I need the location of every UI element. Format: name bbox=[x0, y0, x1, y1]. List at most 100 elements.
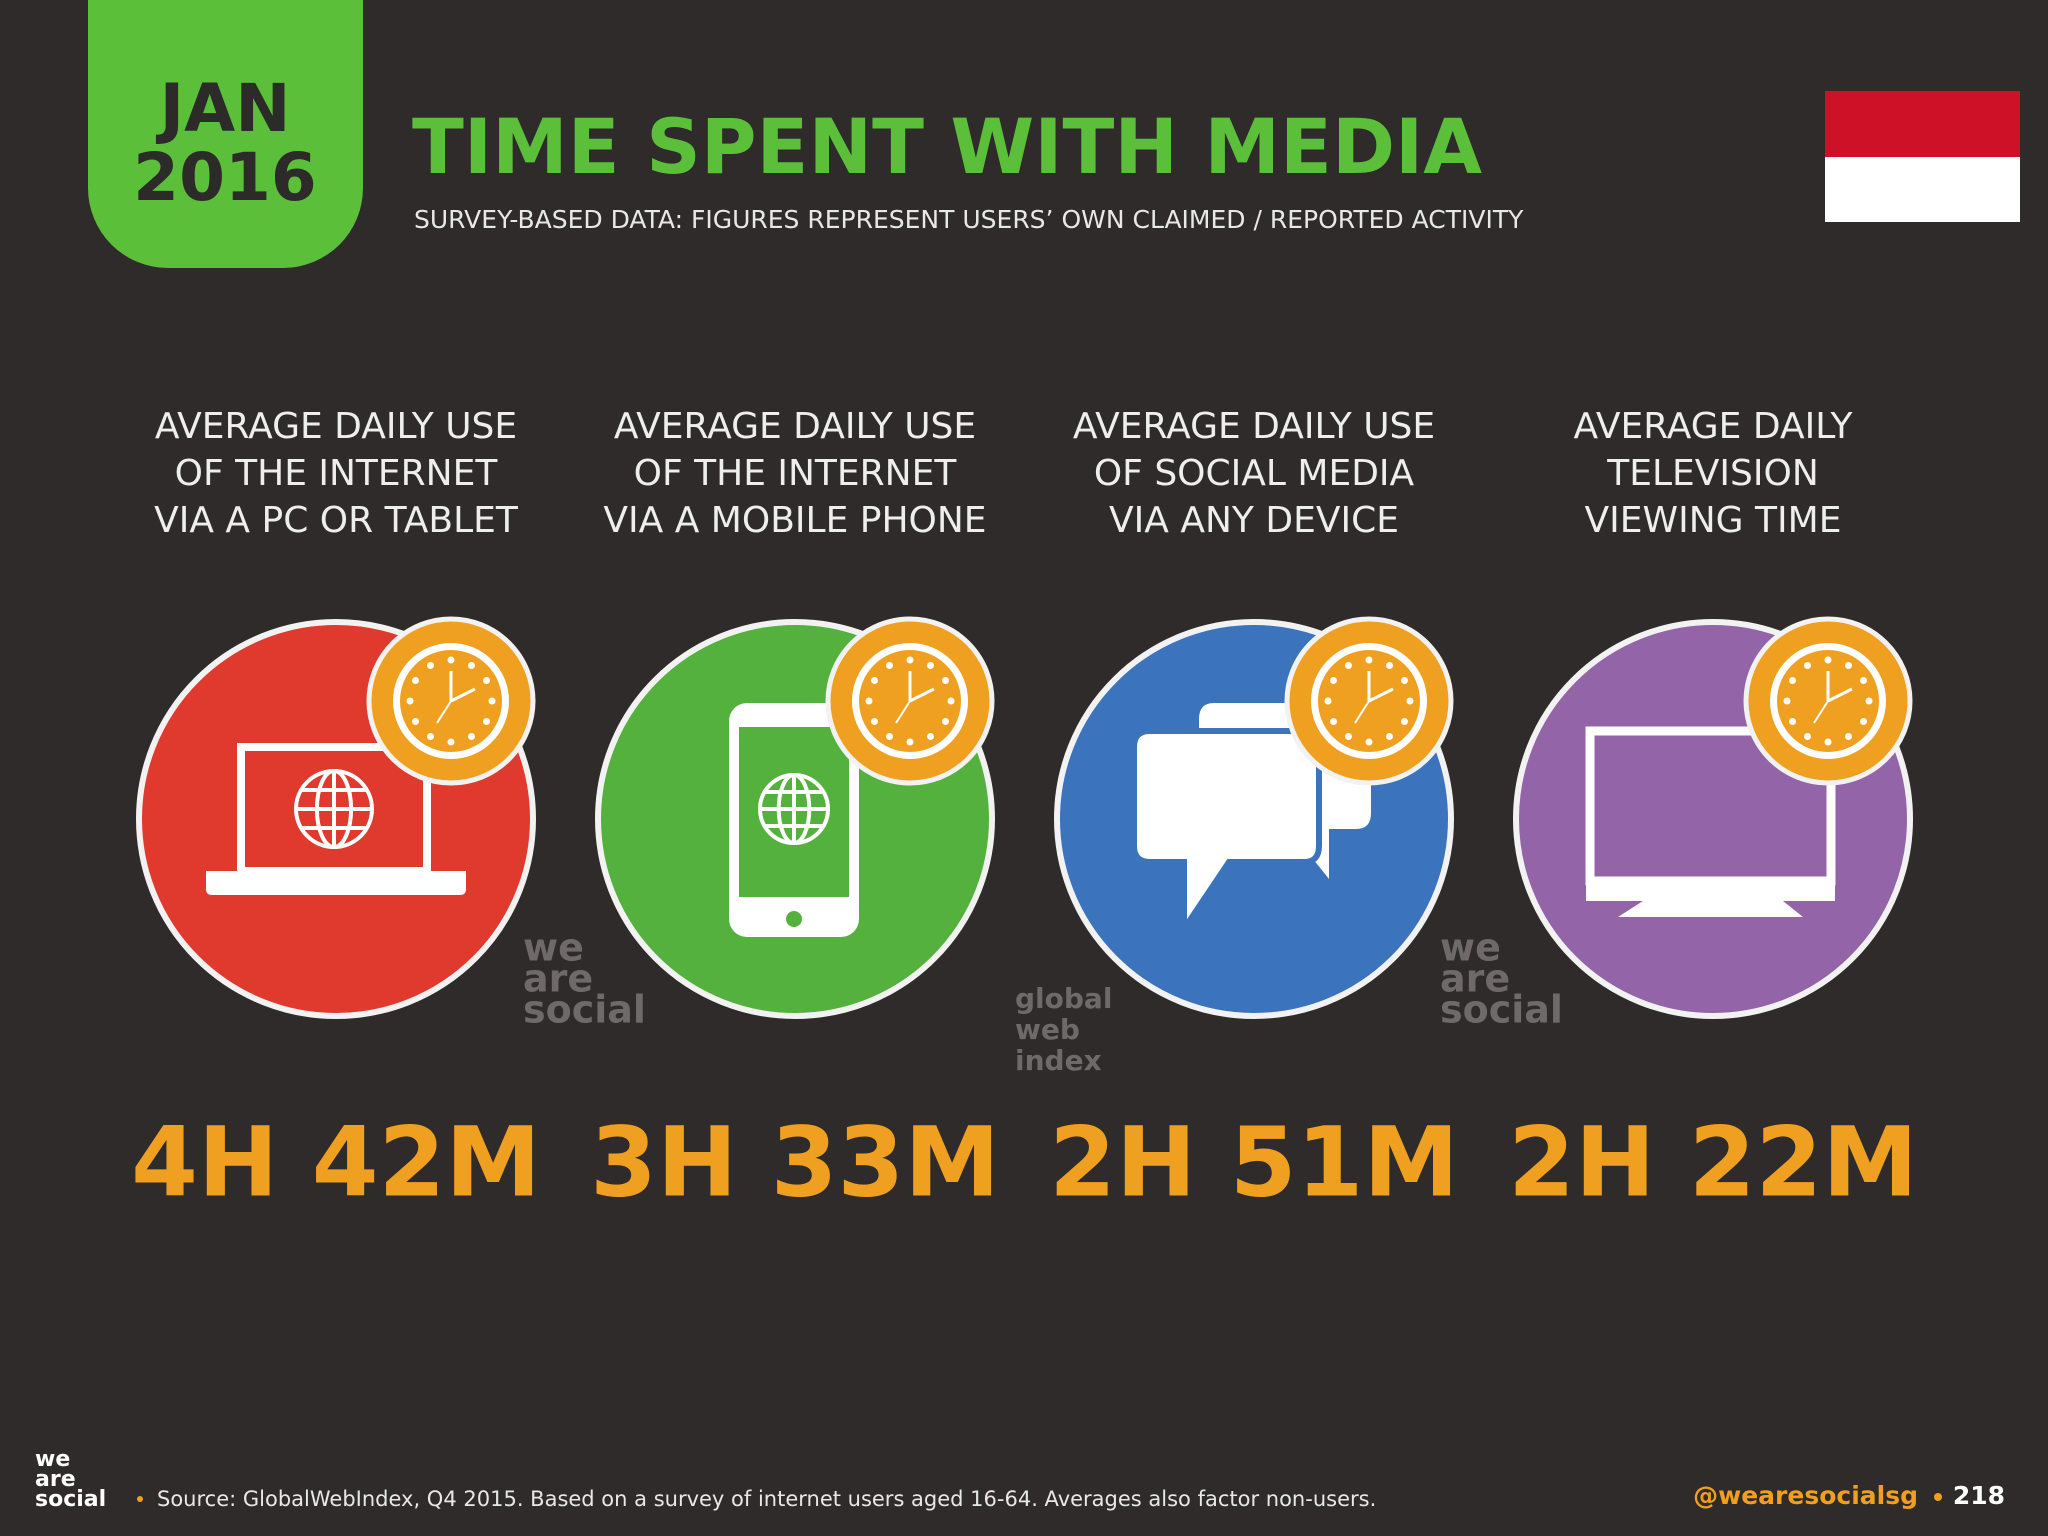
clock-dot bbox=[947, 697, 955, 705]
clock-hand bbox=[436, 700, 452, 724]
watermark: are bbox=[523, 957, 593, 1001]
clock-hand bbox=[895, 700, 911, 724]
clock-dot bbox=[406, 697, 414, 705]
clock-dot bbox=[427, 661, 434, 669]
clock-dot bbox=[1865, 697, 1873, 705]
clock-dot bbox=[1329, 677, 1337, 684]
clock-dot bbox=[906, 738, 914, 746]
subtitle: SURVEY-BASED DATA: FIGURES REPRESENT USE… bbox=[414, 205, 1524, 234]
logo-line: social bbox=[35, 1487, 106, 1512]
tv-bezel bbox=[1586, 879, 1835, 901]
stat-label: OF SOCIAL MEDIA bbox=[1094, 453, 1415, 494]
stat-label: AVERAGE DAILY USE bbox=[155, 406, 517, 447]
watermark: we bbox=[523, 926, 584, 970]
clock-dot bbox=[870, 718, 878, 725]
clock-dot bbox=[488, 697, 496, 705]
clock-dot bbox=[906, 656, 914, 664]
clock-dot bbox=[865, 697, 873, 705]
watermark: social bbox=[523, 988, 646, 1032]
date-badge bbox=[88, 0, 363, 268]
clock bbox=[825, 616, 995, 786]
stat-label: TELEVISION bbox=[1606, 453, 1819, 494]
page-number: 218 bbox=[1953, 1481, 2005, 1510]
clock-dot bbox=[1329, 718, 1337, 725]
clock-dot bbox=[1345, 661, 1352, 669]
clock-dot bbox=[1365, 656, 1373, 664]
stat-label: OF THE INTERNET bbox=[634, 453, 958, 494]
stat-label: AVERAGE DAILY USE bbox=[1073, 406, 1435, 447]
clock bbox=[366, 616, 536, 786]
stat-value: 4H 42M bbox=[131, 1106, 541, 1218]
stat-value: 2H 51M bbox=[1049, 1106, 1459, 1218]
clock-dot bbox=[942, 677, 950, 684]
clock-dot bbox=[1783, 697, 1791, 705]
clock-hand bbox=[1354, 700, 1370, 724]
clock-hand bbox=[909, 687, 935, 703]
clock-hand bbox=[1368, 687, 1394, 703]
stat-label: VIA A PC OR TABLET bbox=[154, 500, 519, 541]
clock-dot bbox=[1365, 738, 1373, 746]
flag-white bbox=[1825, 157, 2020, 222]
clock-dot bbox=[886, 733, 893, 741]
stat-label: OF THE INTERNET bbox=[175, 453, 499, 494]
flag-red bbox=[1825, 91, 2020, 157]
clock-dot bbox=[1824, 656, 1832, 664]
clock-dot bbox=[1804, 733, 1811, 741]
title: TIME SPENT WITH MEDIA bbox=[412, 102, 1482, 191]
clock-dot bbox=[468, 733, 475, 741]
stat-icon bbox=[1585, 726, 1836, 917]
clock-dot bbox=[468, 661, 475, 669]
watermark: social bbox=[1440, 988, 1563, 1032]
clock-dot bbox=[1860, 718, 1868, 725]
stat-value: 3H 33M bbox=[590, 1106, 1000, 1218]
clock-dot bbox=[483, 677, 491, 684]
source: Source: GlobalWebIndex, Q4 2015. Based o… bbox=[157, 1487, 1376, 1511]
watermark: global bbox=[1015, 982, 1112, 1015]
clock bbox=[1284, 616, 1454, 786]
clock-dot bbox=[1845, 661, 1852, 669]
tv-stand bbox=[1618, 901, 1803, 917]
logo-line: we bbox=[35, 1447, 70, 1472]
clock-dot bbox=[927, 661, 934, 669]
stats: AVERAGE DAILY USE OF THE INTERNET VIA A PC… bbox=[131, 406, 1918, 1218]
handle: @wearesocialsg bbox=[1693, 1481, 1918, 1510]
clock-dot bbox=[1401, 718, 1409, 725]
logo-line: are bbox=[35, 1467, 76, 1492]
clock-dot bbox=[1860, 677, 1868, 684]
clock-dot bbox=[1804, 661, 1811, 669]
stat-label: AVERAGE DAILY USE bbox=[614, 406, 976, 447]
laptop-base bbox=[206, 871, 466, 895]
clock-dot bbox=[447, 656, 455, 664]
stat-label: VIA ANY DEVICE bbox=[1109, 500, 1399, 541]
phone-button bbox=[786, 911, 802, 927]
clock-dot bbox=[1845, 733, 1852, 741]
badge-month: JAN bbox=[156, 70, 291, 147]
badge-year: 2016 bbox=[133, 139, 317, 216]
stat-label: VIEWING TIME bbox=[1585, 500, 1842, 541]
bullet bbox=[1934, 1493, 1942, 1501]
clock-dot bbox=[1386, 661, 1393, 669]
stat-value: 2H 22M bbox=[1508, 1106, 1918, 1218]
clock-dot bbox=[411, 718, 419, 725]
clock bbox=[1743, 616, 1913, 786]
clock-dot bbox=[1406, 697, 1414, 705]
clock-dot bbox=[1788, 718, 1796, 725]
clock-dot bbox=[1788, 677, 1796, 684]
watermark: we bbox=[1440, 926, 1501, 970]
clock-hand bbox=[450, 687, 476, 703]
clock-hand bbox=[1813, 700, 1829, 724]
watermark: index bbox=[1015, 1044, 1102, 1077]
clock-dot bbox=[1824, 738, 1832, 746]
clock-dot bbox=[1386, 733, 1393, 741]
clock-dot bbox=[1401, 677, 1409, 684]
clock-dot bbox=[427, 733, 434, 741]
clock-dot bbox=[927, 733, 934, 741]
clock-dot bbox=[483, 718, 491, 725]
watermark: web bbox=[1015, 1013, 1080, 1046]
clock-hand bbox=[1827, 687, 1853, 703]
stat-label: AVERAGE DAILY bbox=[1574, 406, 1854, 447]
clock-dot bbox=[411, 677, 419, 684]
clock-dot bbox=[870, 677, 878, 684]
